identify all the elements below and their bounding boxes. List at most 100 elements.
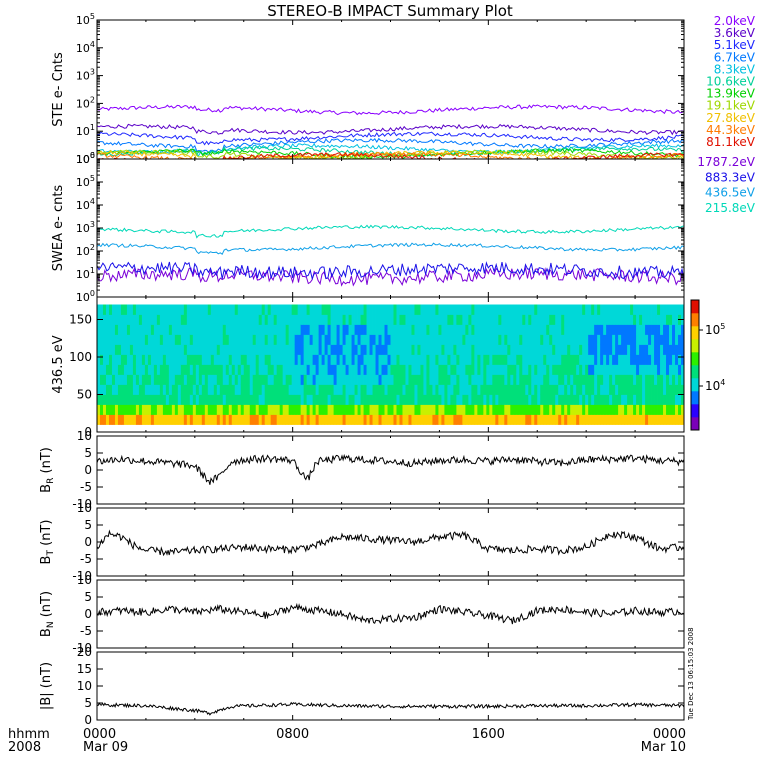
ytick-label-ste: 102 [76,95,95,110]
legend-entry-ste: 13.9keV [706,87,756,101]
colorbar-segment [691,352,699,366]
colorbar-tick-label: 105 [705,322,725,337]
ylabel-bn: BN (nT) [39,591,56,637]
panel-bn: -10 -5 0 5 10 BN (nT) [39,573,685,655]
frame-br [96,435,685,505]
legend-entry-ste: 5.1keV [714,38,756,52]
legend-entry-swea: 436.5eV [705,186,756,200]
series-line-436.5eV [97,242,684,255]
panel-bt: -10 -5 0 5 10 BT (nT) [39,501,685,583]
ytick-label-swea: 105 [76,174,95,189]
ytick-label-swea: 102 [76,243,95,258]
ytick-label-ste: 101 [76,123,95,138]
series-line-44.3keV [97,151,684,159]
ytick-label-bn: 5 [84,590,92,604]
ytick-label-ste: 104 [76,40,95,55]
ytick-label-bmag: 5 [84,696,92,710]
time-tick-date: Mar 09 [83,740,128,755]
ytick-label-bmag: 20 [77,645,92,659]
series-line-1787.2eV [97,266,684,287]
ytick-label-br: -10 [72,497,92,511]
ytick-label-br: 10 [77,429,92,443]
ylabel-pad: 436.5 eV [51,335,66,393]
colorbar-segment [691,339,699,353]
ytick-label-pad: 100 [69,350,92,364]
ylabel-ste: STE e- Cnts [51,52,66,127]
ytick-label-bt: -10 [72,569,92,583]
legend-entry-ste: 44.3keV [706,123,756,137]
series-line-3.6keV [97,123,684,136]
time-tick-date: Mar 10 [641,740,686,755]
ytick-label-br: 0 [84,463,92,477]
series-line-2.0keV [97,104,684,116]
legend-entry-ste: 19.1keV [706,99,756,113]
series-line-bt [97,529,684,557]
panel-bmag: 0 5 10 15 20 |B| (nT) [39,645,685,727]
series-line-br [97,453,684,485]
ytick-label-ste: 100 [76,151,95,166]
legend-entry-ste: 6.7keV [714,50,756,64]
panel-swea: 100 101 102 103 104 105 106 SWEA e- cnts [51,151,685,304]
colorbar-segment [691,391,699,405]
ylabel-br: BR (nT) [39,447,56,493]
ytick-label-br: 5 [84,446,92,460]
series-line-5.1keV [97,131,684,146]
legend-entry-ste: 27.8keV [706,111,756,125]
ytick-label-bmag: 10 [77,679,92,693]
ytick-label-bmag: 0 [84,713,92,727]
ytick-label-pad: 0 [84,425,92,439]
series-line-bmag [97,701,684,716]
frame-bmag [96,651,685,721]
panel-br: -10 -5 0 5 10 BR (nT) [39,429,685,511]
ytick-label-ste: 103 [76,68,95,83]
ytick-label-swea: 104 [76,197,95,212]
time-tick-hhmm: 0800 [276,727,309,742]
ytick-label-bn: 0 [84,607,92,621]
ytick-label-bt: -5 [80,552,92,566]
legend-entry-swea: 215.8eV [705,201,756,215]
frame-ste [96,19,685,160]
colorbar-tick-label: 104 [705,378,725,393]
ylabel-bt: BT (nT) [39,520,56,565]
ytick-label-bt: 0 [84,535,92,549]
time-tick-hhmm: 0000 [83,727,116,742]
ytick-label-bt: 5 [84,518,92,532]
ytick-label-swea: 100 [76,289,95,304]
legend-entry-swea: 883.3eV [705,170,756,184]
plot-title: STEREO-B IMPACT Summary Plot [267,2,513,20]
colorbar-segment [691,300,699,314]
legend-entry-ste: 10.6keV [706,75,756,89]
ytick-label-bt: 10 [77,501,92,515]
legend-entry-ste: 2.0keV [714,14,756,28]
ytick-label-bmag: 15 [77,662,92,676]
colorbar-segment [691,365,699,379]
frame-bn [96,579,685,649]
ytick-label-pad: 150 [69,313,92,327]
generation-timestamp: Tue Dec 13 06:15:03 2008 [687,627,695,721]
series-line-6.7keV [97,137,684,154]
ytick-label-bn: -5 [80,624,92,638]
colorbar: 105 104 [690,299,725,431]
time-tick-hhmm: 1600 [472,727,505,742]
ytick-label-swea: 106 [76,151,95,166]
colorbar-segment [691,404,699,418]
colorbar-segment [691,417,699,431]
series-line-bn [97,602,684,625]
legend-entry-ste: 8.3keV [714,62,756,76]
time-axis-year-label: 2008 [8,740,41,755]
ytick-label-swea: 103 [76,220,95,235]
colorbar-segment [691,326,699,340]
colorbar-segment [691,313,699,327]
panel-ste: 100 101 102 103 104 105 STE e- Cnts [51,12,685,166]
legend-entry-swea: 1787.2eV [697,155,755,169]
time-axis-unit-label: hhmm [8,727,50,742]
legends: 2.0keV3.6keV5.1keV6.7keV8.3keV10.6keV13.… [697,14,755,215]
ytick-label-swea: 101 [76,266,95,281]
series-line-215.8eV [97,224,684,239]
ylabel-bmag: |B| (nT) [39,662,54,710]
ytick-label-ste: 105 [76,12,95,27]
